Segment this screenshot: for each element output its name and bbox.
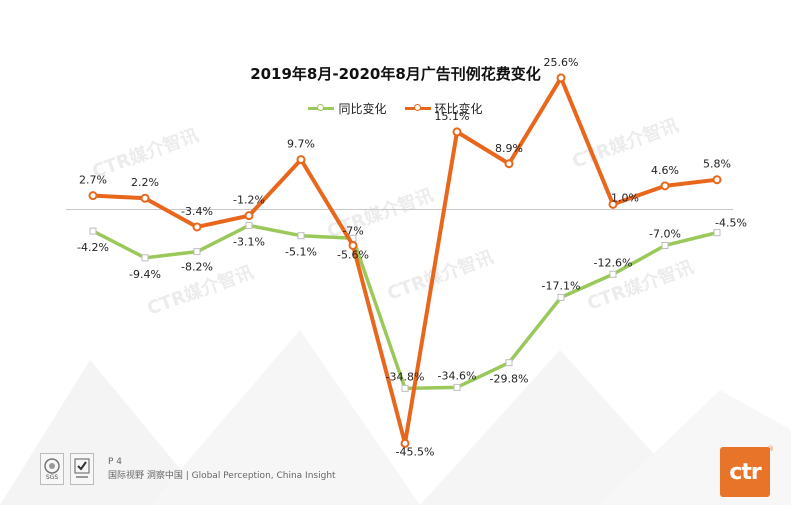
data-point-mom [504,159,514,169]
data-label-mom: 5.8% [703,158,731,171]
data-point-mom [296,155,306,165]
ctr-logo: ctr [720,447,770,497]
certification-badge: SGS [40,453,64,485]
data-point-mom [556,73,566,83]
data-point-yoy [609,270,617,278]
data-label-mom: -7% [342,224,363,237]
data-label-mom: 2.2% [131,176,159,189]
data-label-yoy: -7.0% [649,227,681,240]
data-point-mom [452,127,462,137]
data-point-mom [608,199,618,209]
data-point-yoy [245,221,253,229]
data-label-mom: -3.4% [181,205,213,218]
data-label-mom: 15.1% [435,110,470,123]
data-label-yoy: -12.6% [594,256,633,269]
data-label-yoy: -4.5% [715,217,747,230]
data-point-yoy [193,248,201,256]
data-label-yoy: -4.2% [77,241,109,254]
data-label-yoy: -34.8% [386,370,425,383]
data-point-mom [348,240,358,250]
data-label-mom: 9.7% [287,138,315,151]
data-label-yoy: -17.1% [542,279,581,292]
data-point-yoy [505,359,513,367]
footer-tagline: 国际视野 洞察中国 | Global Perception, China Ins… [108,471,336,481]
check-seal-icon [74,458,90,478]
data-label-yoy: -5.1% [285,246,317,259]
data-point-mom [400,438,410,448]
data-label-mom: 1.0% [611,191,639,204]
data-label-mom: -45.5% [396,445,435,458]
registered-mark: ® [767,445,774,453]
data-point-yoy [661,241,669,249]
data-label-yoy: -29.8% [490,373,529,386]
data-point-mom [140,193,150,203]
data-label-yoy: -5.6% [337,248,369,261]
data-label-mom: 8.9% [495,142,523,155]
footer-text: P 4 国际视野 洞察中国 | Global Perception, China… [108,455,336,483]
data-point-yoy [713,229,721,237]
data-point-mom [88,191,98,201]
series-line-yoy [92,223,718,391]
certification-badge [70,453,94,485]
legend-item-yoy: 同比变化 [308,100,387,117]
chart-legend: 同比变化 环比变化 [0,100,791,117]
legend-label-yoy: 同比变化 [338,102,387,116]
data-point-mom [244,211,254,221]
data-label-yoy: -34.6% [438,369,477,382]
data-label-mom: 25.6% [544,56,579,69]
data-label-mom: -1.2% [233,194,265,207]
sgs-seal-icon: SGS [44,458,60,481]
chart-title: 2019年8月-2020年8月广告刊例花费变化 [250,65,541,83]
data-label-yoy: -3.1% [233,235,265,248]
data-point-mom [660,181,670,191]
data-point-mom [192,222,202,232]
data-point-yoy [453,383,461,391]
data-point-yoy [297,232,305,240]
footer: SGS P 4 国际视野 洞察中国 | Global Perception, C… [40,451,336,487]
data-label-mom: 4.6% [651,164,679,177]
data-label-yoy: -9.4% [129,268,161,281]
data-point-yoy [141,254,149,262]
logo-text: ctr [729,459,761,485]
legend-swatch-yoy [308,104,335,111]
legend-label-mom: 环比变化 [434,102,483,116]
legend-item-mom: 环比变化 [404,100,483,117]
data-point-yoy [401,384,409,392]
data-point-yoy [557,293,565,301]
page-number: P 4 [108,457,123,467]
legend-swatch-mom [404,104,431,111]
badge-caption: SGS [46,474,58,481]
data-label-yoy: -8.2% [181,261,213,274]
data-label-mom: 2.7% [79,174,107,187]
data-point-mom [712,175,722,185]
data-point-yoy [89,227,97,235]
